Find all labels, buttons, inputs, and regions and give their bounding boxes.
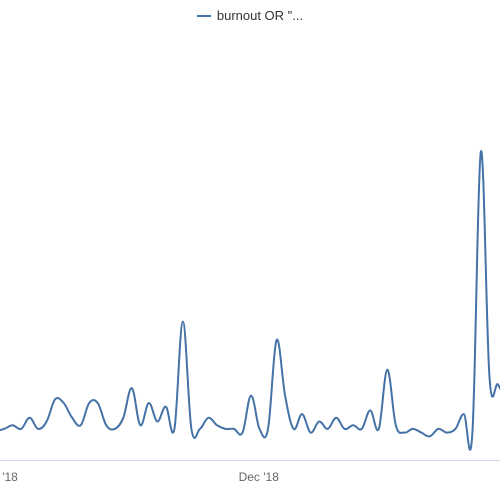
series-line[interactable] xyxy=(0,150,500,451)
x-tick-label: Oct '18 xyxy=(0,470,18,484)
legend-label: burnout OR "... xyxy=(216,8,304,23)
legend: burnout OR "... xyxy=(0,8,500,23)
legend-item-series[interactable]: burnout OR "... xyxy=(196,8,304,23)
legend-line-icon xyxy=(196,14,211,17)
x-tick-label: Dec '18 xyxy=(239,470,280,484)
